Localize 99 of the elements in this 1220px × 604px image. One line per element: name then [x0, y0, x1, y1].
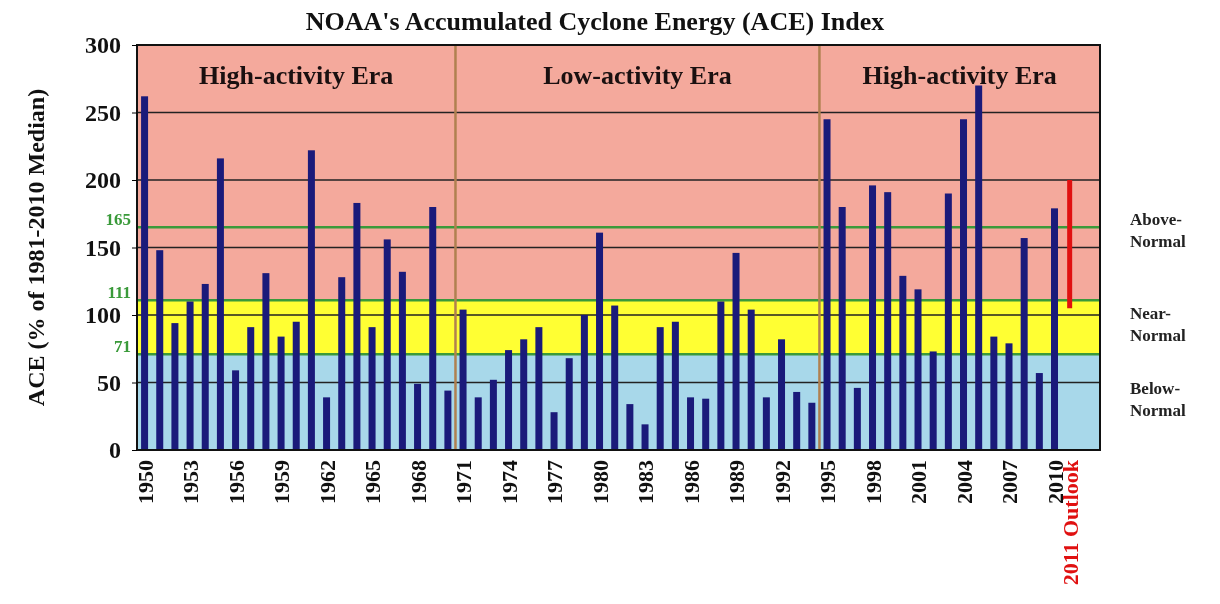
bar	[960, 119, 968, 450]
bar	[186, 301, 194, 450]
bar	[929, 351, 937, 450]
bar	[216, 158, 224, 450]
bar	[671, 321, 679, 450]
y-tick-label: 150	[85, 234, 121, 261]
bar	[459, 309, 467, 450]
ref-line-label: 111	[107, 283, 131, 303]
x-tick-label: 1953	[178, 460, 204, 504]
x-tick-label: 1968	[405, 460, 431, 504]
bar	[398, 271, 406, 450]
bar	[535, 327, 543, 450]
bar	[353, 202, 361, 450]
x-tick-label: 1989	[724, 460, 750, 504]
bar	[232, 370, 240, 450]
bar	[201, 283, 209, 450]
bar	[307, 150, 315, 450]
bar	[732, 252, 740, 450]
bar	[899, 275, 907, 450]
y-axis-title: ACE (% of 1981-2010 Median)	[23, 88, 49, 407]
x-tick-label: 1986	[678, 460, 704, 504]
x-tick-label: 2004	[951, 460, 977, 504]
x-tick-label: 2007	[997, 460, 1023, 504]
x-tick-label: 1974	[496, 460, 522, 504]
x-tick-label: 1956	[223, 460, 249, 504]
x-tick-label: 1971	[451, 460, 477, 504]
ref-line-label: 165	[105, 210, 131, 230]
bar	[368, 327, 376, 450]
bar	[717, 301, 725, 450]
bar	[641, 424, 649, 450]
x-tick-label: 1995	[815, 460, 841, 504]
band-label: Near-Normal	[1130, 304, 1186, 346]
annotation: Low-activity Era	[543, 61, 732, 90]
x-tick-label: 1962	[314, 460, 340, 504]
bar	[611, 305, 619, 450]
bar	[747, 309, 755, 450]
x-tick-label: 1980	[587, 460, 613, 504]
bar	[550, 412, 558, 450]
bar	[414, 383, 422, 450]
bar	[793, 391, 801, 450]
x-tick-label: 1977	[542, 460, 568, 504]
bar	[247, 327, 255, 450]
x-tick-label: 1965	[360, 460, 386, 504]
bar	[383, 239, 391, 450]
bar	[171, 323, 179, 450]
bar	[778, 339, 786, 450]
bar	[838, 207, 846, 450]
band-label: Above-Normal	[1130, 209, 1186, 251]
bar	[141, 96, 149, 450]
band-label: Below-Normal	[1130, 379, 1186, 421]
x-tick-label: 1992	[769, 460, 795, 504]
bar	[914, 289, 922, 450]
chart-title: NOAA's Accumulated Cyclone Energy (ACE) Index	[305, 7, 885, 36]
bar	[474, 397, 482, 450]
bar	[489, 379, 497, 450]
x-tick-label: 2001	[906, 460, 932, 504]
bar	[626, 404, 634, 450]
bar	[1035, 373, 1043, 450]
bar	[823, 119, 831, 450]
x-tick-label: 1998	[860, 460, 886, 504]
bar	[853, 387, 861, 450]
bar	[869, 185, 877, 450]
bar	[565, 358, 573, 450]
x-tick-label: 1983	[633, 460, 659, 504]
x-tick-label: 1950	[132, 460, 158, 504]
bar	[580, 315, 588, 450]
ref-line-label: 71	[114, 337, 131, 357]
bar	[944, 193, 952, 450]
bar	[808, 402, 816, 450]
bar	[702, 398, 710, 450]
bar	[656, 327, 664, 450]
bar	[505, 350, 513, 450]
bar	[596, 232, 604, 450]
y-tick-label: 0	[109, 437, 121, 464]
bar	[1067, 180, 1073, 309]
annotation: High-activity Era	[862, 61, 1057, 90]
bar	[1051, 208, 1058, 450]
bar	[429, 207, 437, 450]
bar	[262, 273, 270, 450]
y-tick-label: 300	[85, 32, 121, 59]
y-tick-label: 250	[85, 99, 121, 126]
bar	[990, 336, 998, 450]
bar	[687, 397, 695, 450]
bar	[1020, 238, 1028, 450]
bar	[520, 339, 528, 450]
bar	[884, 192, 892, 450]
bar	[1005, 343, 1013, 450]
annotation: High-activity Era	[199, 61, 394, 90]
bar	[292, 321, 300, 450]
bar	[762, 397, 770, 450]
bar	[444, 390, 452, 450]
y-tick-label: 50	[97, 369, 121, 396]
bar	[156, 250, 164, 450]
x-tick-label: 1959	[269, 460, 295, 504]
bar	[277, 336, 285, 450]
bar	[323, 397, 331, 450]
bar	[338, 277, 346, 450]
y-tick-label: 100	[85, 302, 121, 329]
y-tick-label: 200	[85, 167, 121, 194]
